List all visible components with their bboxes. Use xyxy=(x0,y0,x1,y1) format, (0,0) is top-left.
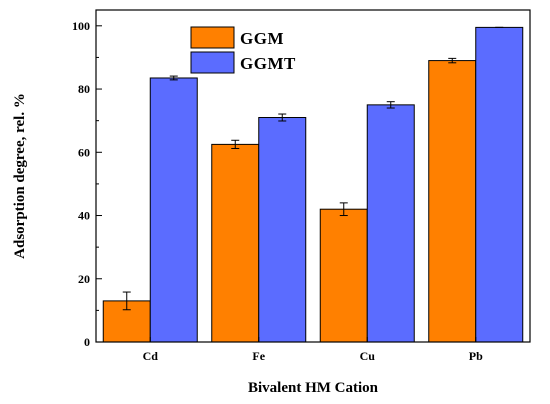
legend-label-ggm: GGM xyxy=(240,29,284,48)
error-bar-ggm-fe xyxy=(231,139,240,149)
legend-label-ggmt: GGMT xyxy=(240,54,296,73)
error-bar-ggm-pb xyxy=(448,57,457,64)
x-tick-label-pb: Pb xyxy=(469,349,483,363)
y-tick-label-100: 100 xyxy=(72,19,90,33)
legend-item-ggmt: GGMT xyxy=(190,51,296,74)
bar-ggm-fe xyxy=(211,143,260,343)
bar-ggmt-cu xyxy=(366,104,415,343)
y-tick-label-60: 60 xyxy=(78,145,90,159)
error-bars-layer xyxy=(122,26,504,311)
y-tick-label-0: 0 xyxy=(84,335,90,349)
bar-ggmt-pb xyxy=(475,26,524,343)
bars-layer xyxy=(102,26,524,343)
legend-item-ggm: GGM xyxy=(190,26,284,49)
y-axis-title: Adsorption degree, rel. % xyxy=(12,93,28,259)
error-bar-ggmt-cd xyxy=(169,75,178,81)
plot-frame xyxy=(95,9,531,343)
error-bar-ggmt-cu xyxy=(386,101,395,109)
error-bar-ggmt-fe xyxy=(278,113,287,122)
bar-ggm-pb xyxy=(428,60,477,343)
x-tick-label-cu: Cu xyxy=(360,349,376,363)
y-tick-label-40: 40 xyxy=(78,209,90,223)
error-bar-ggm-cu xyxy=(339,202,348,217)
legend-swatch-ggm xyxy=(190,26,235,49)
bar-ggmt-fe xyxy=(258,117,307,343)
x-tick-label-cd: Cd xyxy=(143,349,159,363)
legend-swatch-ggmt xyxy=(190,51,235,74)
legend: GGM GGMT xyxy=(190,26,296,74)
bar-ggmt-cd xyxy=(149,77,198,343)
y-tick-label-80: 80 xyxy=(78,82,90,96)
bar-ggm-cu xyxy=(319,208,368,343)
x-axis: Cd Fe Cu Pb xyxy=(143,337,483,363)
x-tick-label-fe: Fe xyxy=(252,349,265,363)
error-bar-ggm-cd xyxy=(122,291,131,311)
y-axis: 0 20 40 60 80 100 xyxy=(72,19,102,349)
x-axis-title: Bivalent HM Cation xyxy=(248,380,379,396)
y-tick-label-20: 20 xyxy=(78,272,90,286)
